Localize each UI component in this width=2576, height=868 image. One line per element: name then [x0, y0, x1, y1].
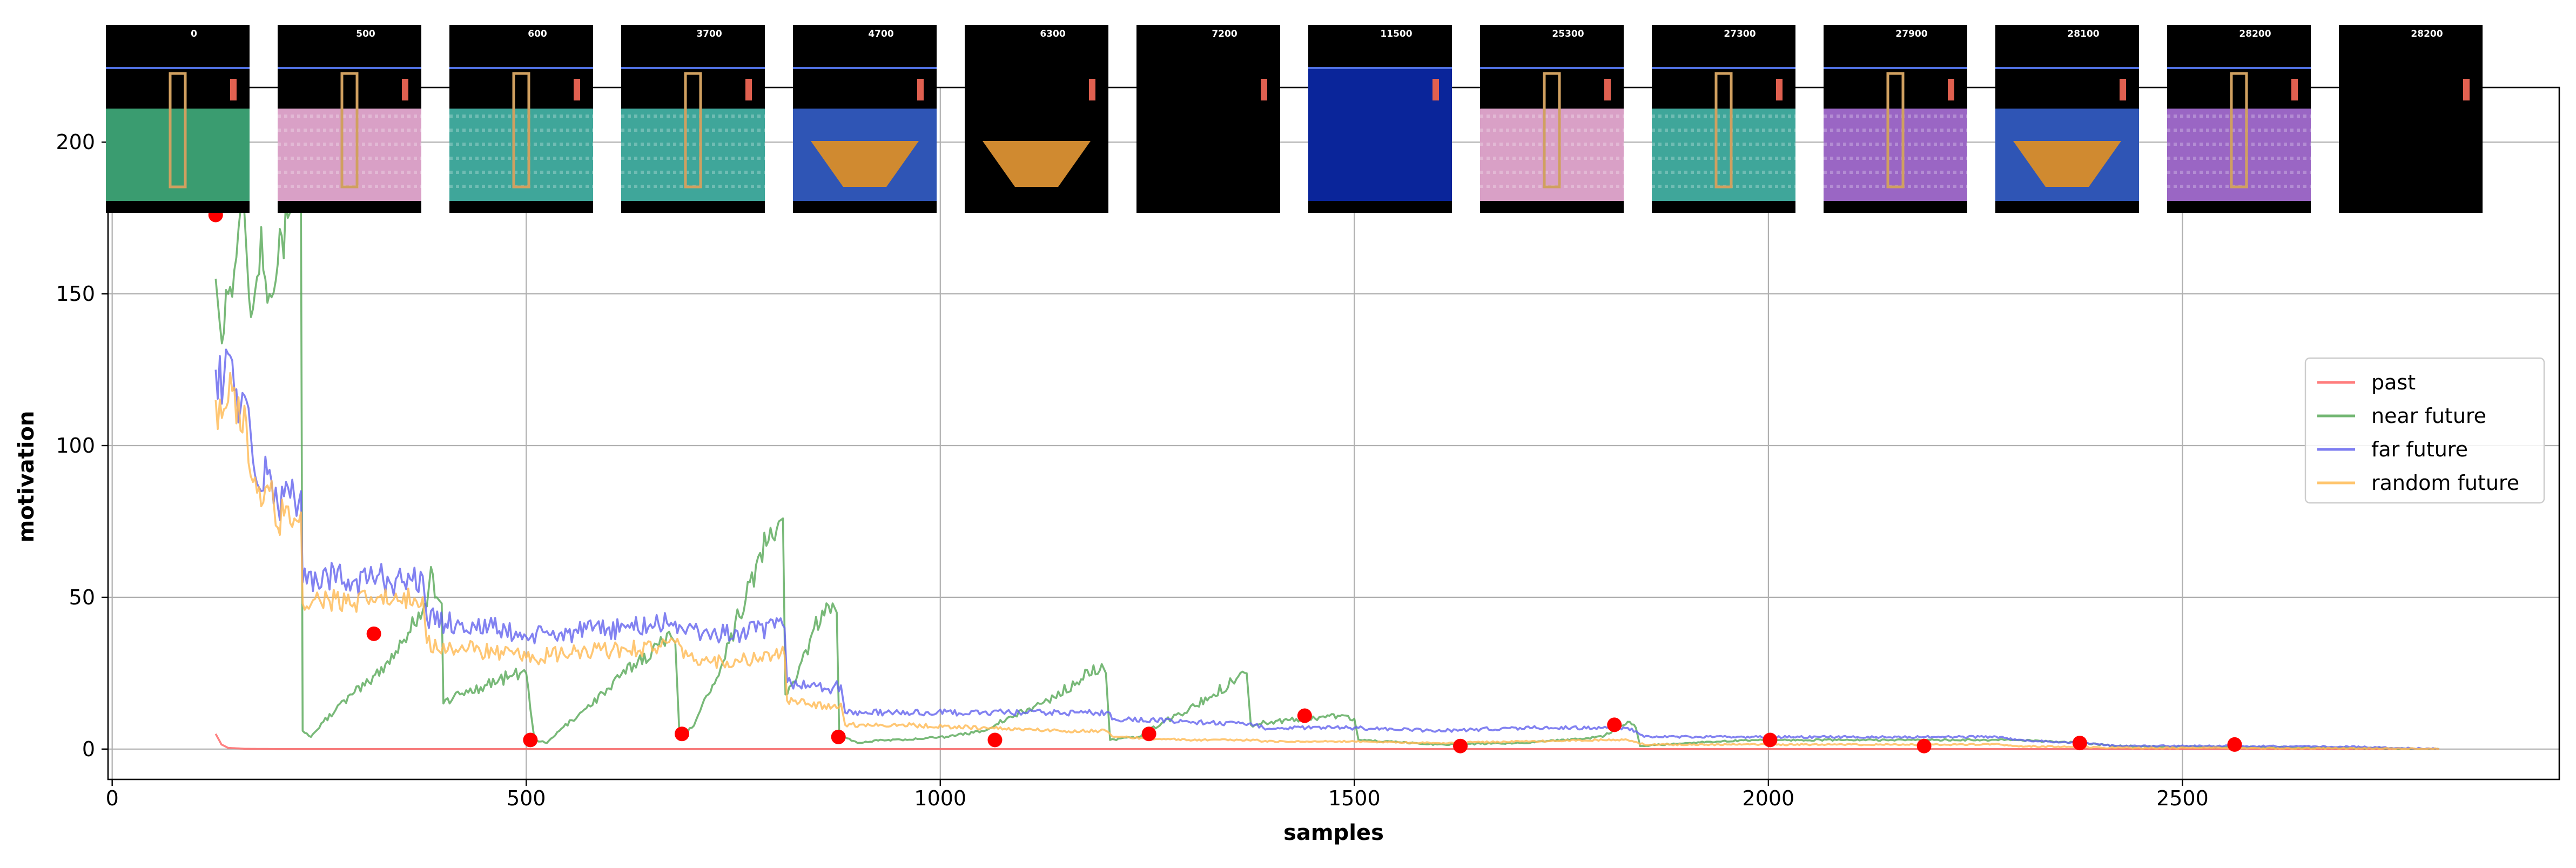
thumbnail-ladder [684, 72, 702, 189]
x-tick-label: 1500 [1328, 786, 1381, 810]
thumbnail-score: 27900 [1895, 29, 1927, 39]
thumbnail-bowl [811, 141, 919, 187]
thumbnail-frame: 0 [106, 25, 250, 213]
thumbnail-frame: 6300 [965, 25, 1108, 213]
marker-point [1297, 708, 1312, 723]
marker-point [366, 626, 381, 641]
thumbnail-player [1089, 79, 1095, 100]
thumbnail-frame: 28200 [2167, 25, 2311, 213]
thumbnail-score: 500 [356, 29, 375, 39]
thumbnail-score: 600 [528, 29, 547, 39]
thumbnails: 0 500 600 3700 4700 6300 7200 11500 25300 27300 27… [106, 25, 2483, 213]
marker-point [987, 732, 1003, 748]
thumbnail-player [1776, 79, 1783, 100]
thumbnail-score: 0 [191, 29, 197, 39]
series-line-random-future [214, 372, 2439, 750]
marker-point [2072, 736, 2087, 751]
thumbnail-player [2120, 79, 2126, 100]
legend-box [2304, 357, 2545, 504]
thumbnail-score: 25300 [1552, 29, 1584, 39]
thumbnail-player [2291, 79, 2298, 100]
thumbnail-score: 28200 [2239, 29, 2271, 39]
series-line-far-future [214, 348, 2439, 750]
thumbnail-ladder [2230, 72, 2248, 189]
thumbnail-score: 4700 [868, 29, 893, 39]
thumbnail-frame: 3700 [621, 25, 765, 213]
legend: past near future far future random future [2304, 357, 2545, 504]
x-axis-label: samples [1283, 820, 1384, 845]
y-tick-label: 50 [69, 586, 95, 609]
thumbnail-player [917, 79, 924, 100]
thumbnail-player [745, 79, 752, 100]
thumbnail-player [574, 79, 580, 100]
markers [208, 207, 2242, 753]
y-tick-label: 0 [82, 737, 95, 761]
marker-point [674, 726, 689, 742]
thumbnail-frame: 600 [449, 25, 593, 213]
marker-point [1141, 726, 1156, 742]
legend-label: far future [2371, 438, 2468, 461]
thumbnail-ladder [1714, 72, 1733, 189]
y-tick-label: 200 [56, 130, 95, 154]
thumbnail-frame: 27900 [1824, 25, 1967, 213]
legend-label: past [2371, 371, 2416, 394]
thumbnail-ladder [1543, 72, 1561, 189]
thumbnail-score: 27300 [1724, 29, 1756, 39]
y-tick-label: 150 [56, 282, 95, 306]
thumbnail-player [1261, 79, 1267, 100]
thumbnail-player [2463, 79, 2470, 100]
legend-label: random future [2371, 471, 2519, 495]
thumbnail-frame: 27300 [1652, 25, 1795, 213]
x-tick-label: 2000 [1743, 786, 1795, 810]
thumbnail-score: 6300 [1040, 29, 1065, 39]
marker-point [1763, 732, 1778, 748]
thumbnail-score: 28200 [2411, 29, 2443, 39]
thumbnail-ladder [340, 72, 359, 189]
thumbnail-player [1604, 79, 1611, 100]
thumbnail-score: 7200 [1212, 29, 1237, 39]
thumbnail-player [1432, 79, 1439, 100]
x-tick-label: 500 [507, 786, 546, 810]
thumbnail-frame: 7200 [1136, 25, 1280, 213]
thumbnail-player [402, 79, 408, 100]
thumbnail-floor [1308, 68, 1452, 201]
series-line-past [214, 733, 2439, 750]
thumbnail-frame: 28200 [2339, 25, 2483, 213]
x-tick-label: 1000 [914, 786, 966, 810]
thumbnail-ladder [169, 72, 187, 189]
marker-point [523, 732, 538, 748]
thumbnail-background [1136, 25, 1280, 213]
y-tick-label: 100 [56, 434, 95, 457]
y-axis-label: motivation [14, 411, 39, 543]
thumbnail-frame: 11500 [1308, 25, 1452, 213]
thumbnail-score: 11500 [1380, 29, 1412, 39]
thumbnail-background [2339, 25, 2483, 213]
thumbnail-ladder [512, 72, 530, 189]
thumbnail-score: 28100 [2067, 29, 2099, 39]
thumbnail-bowl [2013, 141, 2121, 187]
thumbnail-player [230, 79, 237, 100]
ticks: 0 500 1000 1500 2000 2500 0 50 100 150 200 [56, 130, 2208, 810]
thumbnail-player [1948, 79, 1954, 100]
thumbnail-frame: 500 [278, 25, 421, 213]
thumbnail-frame: 28100 [1995, 25, 2139, 213]
marker-point [831, 729, 846, 744]
thumbnail-frame: 25300 [1480, 25, 1624, 213]
legend-label: near future [2371, 404, 2486, 428]
thumbnail-frame: 4700 [793, 25, 937, 213]
marker-point [2227, 737, 2242, 752]
marker-point [1916, 738, 1932, 753]
x-tick-label: 2500 [2156, 786, 2209, 810]
thumbnail-ladder [1886, 72, 1905, 189]
marker-point [1607, 717, 1622, 732]
x-tick-label: 0 [106, 786, 119, 810]
marker-point [1453, 738, 1468, 753]
thumbnail-bowl [983, 141, 1091, 187]
thumbnail-score: 3700 [696, 29, 722, 39]
